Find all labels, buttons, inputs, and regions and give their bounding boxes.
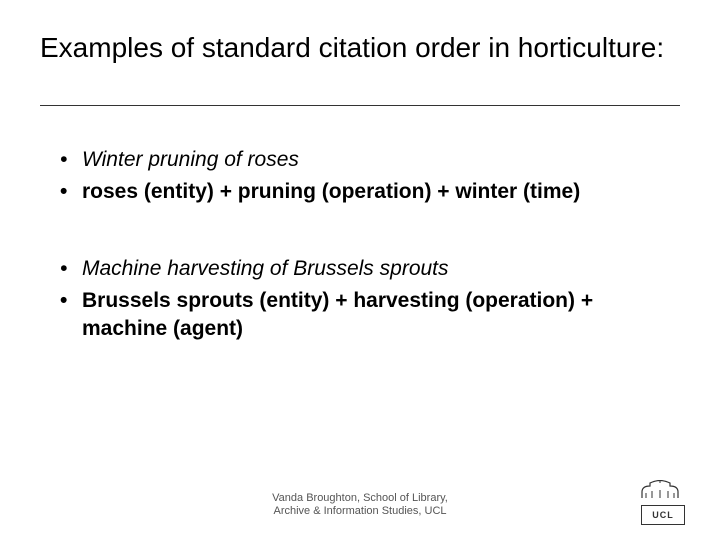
bullet-list: Winter pruning of roses roses (entity) +… bbox=[40, 146, 680, 344]
bullet-item: Machine harvesting of Brussels sprouts bbox=[60, 255, 680, 283]
divider-line bbox=[40, 105, 680, 106]
slide-title: Examples of standard citation order in h… bbox=[40, 30, 680, 65]
footer-attribution: Vanda Broughton, School of Library, Arch… bbox=[0, 492, 720, 518]
bullet-item: Brussels sprouts (entity) + harvesting (… bbox=[60, 287, 680, 344]
bullet-item: roses (entity) + pruning (operation) + w… bbox=[60, 178, 680, 206]
ucl-logo-text: UCL bbox=[641, 505, 685, 525]
bullet-item: Winter pruning of roses bbox=[60, 146, 680, 174]
ucl-logo: UCL bbox=[638, 480, 688, 522]
slide: Examples of standard citation order in h… bbox=[0, 0, 720, 540]
ucl-dome-icon bbox=[638, 480, 682, 498]
footer-line-1: Vanda Broughton, School of Library, bbox=[0, 492, 720, 505]
footer-line-2: Archive & Information Studies, UCL bbox=[0, 505, 720, 518]
